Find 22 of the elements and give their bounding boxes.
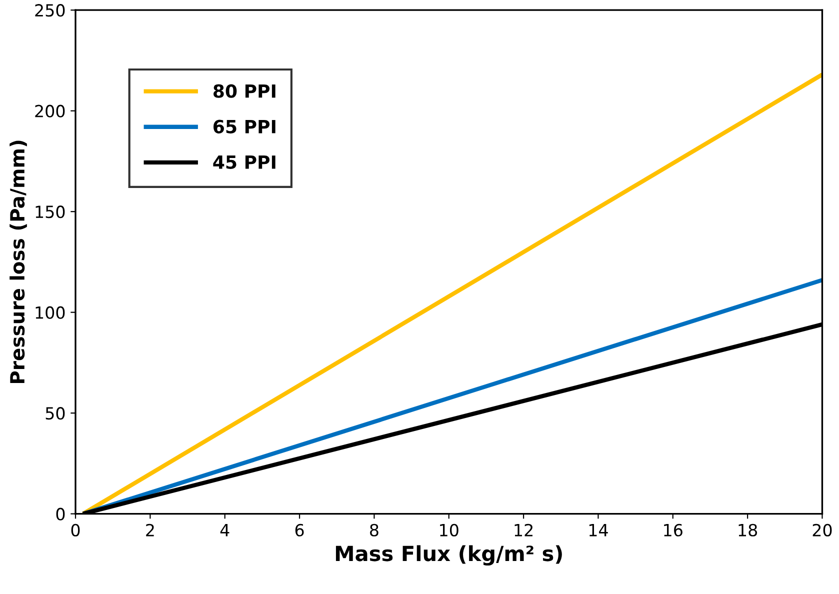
x-tick-label: 14 — [589, 524, 608, 536]
y-tick-label: 250 — [35, 4, 65, 17]
y-tick-label: 150 — [36, 206, 65, 218]
x-tick-label: 20 — [812, 524, 832, 536]
y-tick-label: 200 — [35, 104, 65, 118]
legend-label: 45 PPI — [213, 156, 276, 169]
y-axis-title: Pressure loss (Pa/mm) — [10, 140, 27, 384]
x-tick-label: 18 — [738, 524, 758, 536]
x-tick-label: 8 — [370, 524, 378, 536]
x-tick-label: 0 — [71, 524, 80, 536]
legend-label: 65 PPI — [214, 120, 276, 134]
y-tick-label: 100 — [36, 306, 65, 319]
x-tick-label: 12 — [514, 524, 532, 536]
x-axis-title: Mass Flux (kg/m² s) — [336, 545, 562, 566]
x-tick-label: 4 — [220, 524, 230, 536]
x-tick-label: 16 — [664, 524, 682, 536]
x-tick-label: 6 — [295, 524, 304, 536]
x-tick-label: 2 — [146, 524, 154, 536]
legend-label: 80 PPI — [214, 84, 276, 98]
y-tick-label: 50 — [46, 407, 65, 420]
y-tick-label: 0 — [56, 508, 65, 520]
x-tick-label: 10 — [440, 524, 458, 536]
